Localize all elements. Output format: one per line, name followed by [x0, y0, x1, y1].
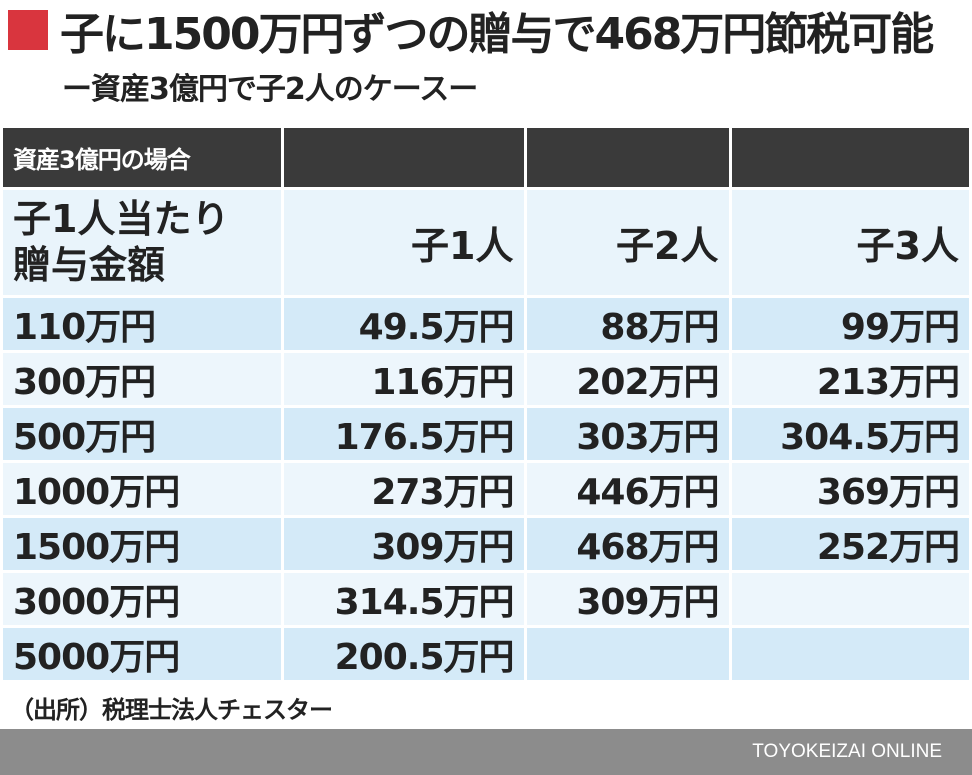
row-label-cell: 110万円	[3, 296, 284, 353]
column-header-row: 子1人当たり 贈与金額 子1人 子2人 子3人	[3, 188, 969, 298]
column-header-cell: 子1人	[282, 188, 527, 298]
value-cell: 303万円	[525, 406, 732, 463]
value-cell: 309万円	[282, 516, 527, 573]
table-row: 500万円 176.5万円 303万円 304.5万円	[3, 406, 969, 463]
page-title: 子に1500万円ずつの贈与で468万円節税可能	[60, 9, 934, 60]
value-cell: 176.5万円	[282, 406, 527, 463]
column-header-cell: 子3人	[730, 188, 969, 298]
value-cell	[525, 626, 732, 683]
value-cell: 116万円	[282, 351, 527, 408]
table-header-row: 資産3億円の場合	[3, 128, 969, 190]
row-header-label-line2: 贈与金額	[13, 243, 166, 287]
table-row: 5000万円 200.5万円	[3, 626, 969, 683]
source-note: （出所）税理士法人チェスター	[10, 696, 333, 724]
value-cell	[730, 626, 969, 683]
value-cell: 252万円	[730, 516, 969, 573]
row-label-cell: 3000万円	[3, 571, 284, 628]
table-row: 1500万円 309万円 468万円 252万円	[3, 516, 969, 573]
value-cell: 309万円	[525, 571, 732, 628]
corner-label: 資産3億円の場合	[3, 128, 284, 190]
row-label-cell: 1500万円	[3, 516, 284, 573]
value-cell: 314.5万円	[282, 571, 527, 628]
row-label-cell: 500万円	[3, 406, 284, 463]
header-blank-cell	[282, 128, 527, 190]
row-header-label-line1: 子1人当たり	[13, 197, 230, 241]
value-cell: 369万円	[730, 461, 969, 518]
value-cell: 273万円	[282, 461, 527, 518]
title-accent-square	[8, 10, 48, 50]
value-cell	[730, 571, 969, 628]
value-cell: 468万円	[525, 516, 732, 573]
row-label-cell: 300万円	[3, 351, 284, 408]
value-cell: 202万円	[525, 351, 732, 408]
header-blank-cell	[730, 128, 969, 190]
value-cell: 213万円	[730, 351, 969, 408]
brand-label: TOYOKEIZAI ONLINE	[752, 741, 942, 762]
table-row: 110万円 49.5万円 88万円 99万円	[3, 296, 969, 353]
value-cell: 88万円	[525, 296, 732, 353]
value-cell: 304.5万円	[730, 406, 969, 463]
table-row: 1000万円 273万円 446万円 369万円	[3, 461, 969, 518]
footer-bar: TOYOKEIZAI ONLINE	[0, 729, 972, 775]
table-row: 300万円 116万円 202万円 213万円	[3, 351, 969, 408]
row-header-label: 子1人当たり 贈与金額	[3, 188, 284, 298]
row-label-cell: 1000万円	[3, 461, 284, 518]
value-cell: 446万円	[525, 461, 732, 518]
row-label-cell: 5000万円	[3, 626, 284, 683]
column-header-cell: 子2人	[525, 188, 732, 298]
page-subtitle: ー資産3億円で子2人のケースー	[62, 72, 478, 107]
header-blank-cell	[525, 128, 732, 190]
value-cell: 200.5万円	[282, 626, 527, 683]
tax-savings-table: 資産3億円の場合 子1人当たり 贈与金額 子1人 子2人 子3人 110万円 49…	[3, 128, 969, 683]
value-cell: 49.5万円	[282, 296, 527, 353]
table-row: 3000万円 314.5万円 309万円	[3, 571, 969, 628]
value-cell: 99万円	[730, 296, 969, 353]
title-row: 子に1500万円ずつの贈与で468万円節税可能	[8, 2, 934, 60]
